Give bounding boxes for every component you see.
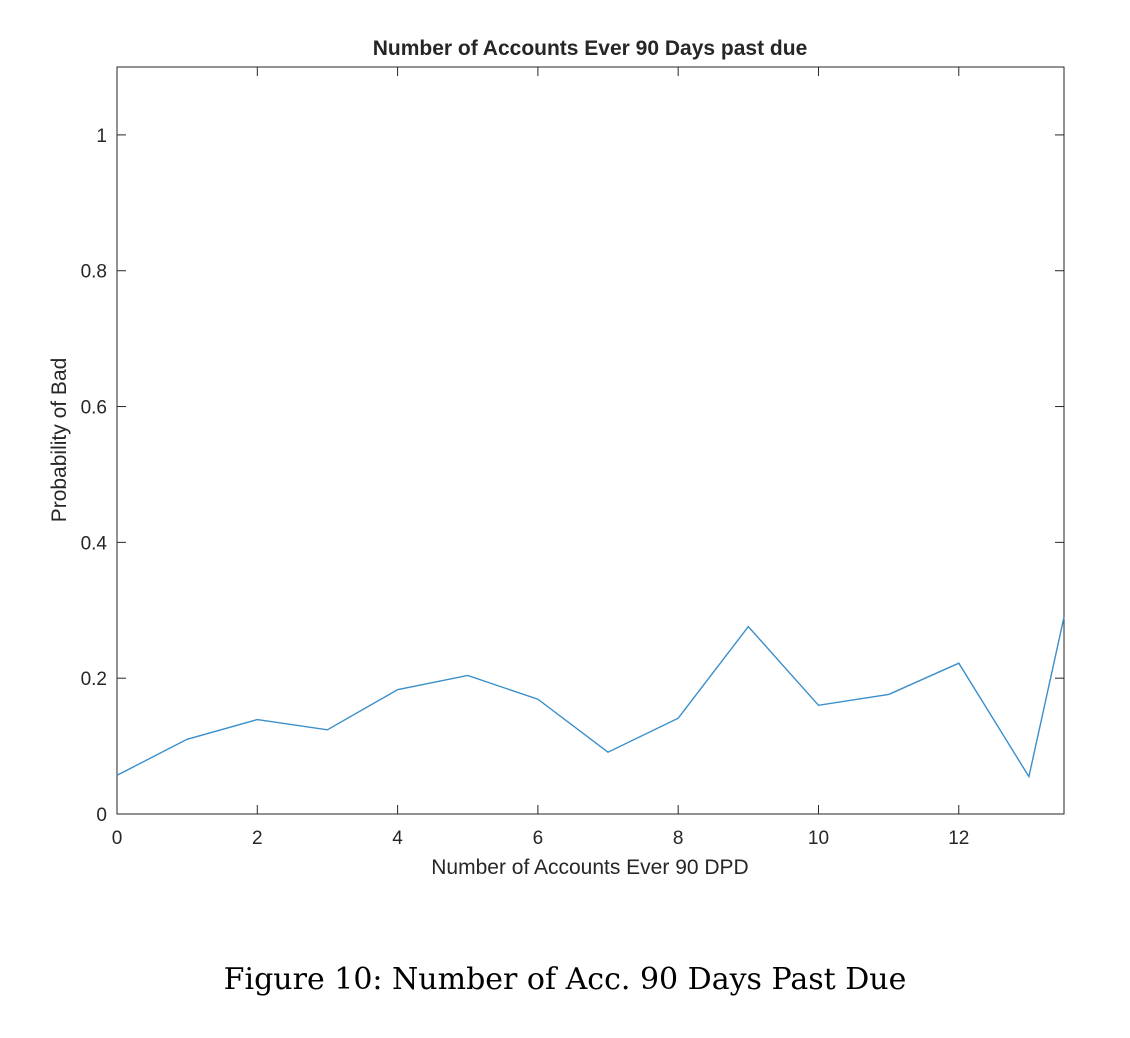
y-tick-label: 1 xyxy=(96,126,107,147)
x-tick-label: 8 xyxy=(673,828,684,849)
series-line-0 xyxy=(116,616,1065,779)
y-tick-label: 0.6 xyxy=(81,398,107,419)
x-tick-label: 6 xyxy=(533,828,544,849)
x-tick-label: 12 xyxy=(948,828,969,849)
plot-area xyxy=(116,66,1065,815)
y-tick-label: 0.2 xyxy=(81,669,107,690)
chart-title: Number of Accounts Ever 90 Days past due xyxy=(373,37,808,60)
figure-caption: Figure 10: Number of Acc. 90 Days Past D… xyxy=(223,962,907,997)
y-tick-label: 0.8 xyxy=(81,262,107,283)
x-tick-label: 10 xyxy=(808,828,829,849)
ticks: 0 2 4 6 8 10 12 0 0.2 0.4 0.6 0.8 1 xyxy=(81,67,1064,849)
series-group xyxy=(116,616,1065,779)
x-tick-label: 0 xyxy=(112,828,123,849)
y-axis-label: Probability of Bad xyxy=(48,358,71,523)
y-tick-label: 0 xyxy=(96,805,107,826)
x-axis-label: Number of Accounts Ever 90 DPD xyxy=(431,856,748,879)
x-tick-label: 2 xyxy=(252,828,263,849)
y-tick-label: 0.4 xyxy=(81,533,108,554)
x-tick-label: 4 xyxy=(392,828,403,849)
